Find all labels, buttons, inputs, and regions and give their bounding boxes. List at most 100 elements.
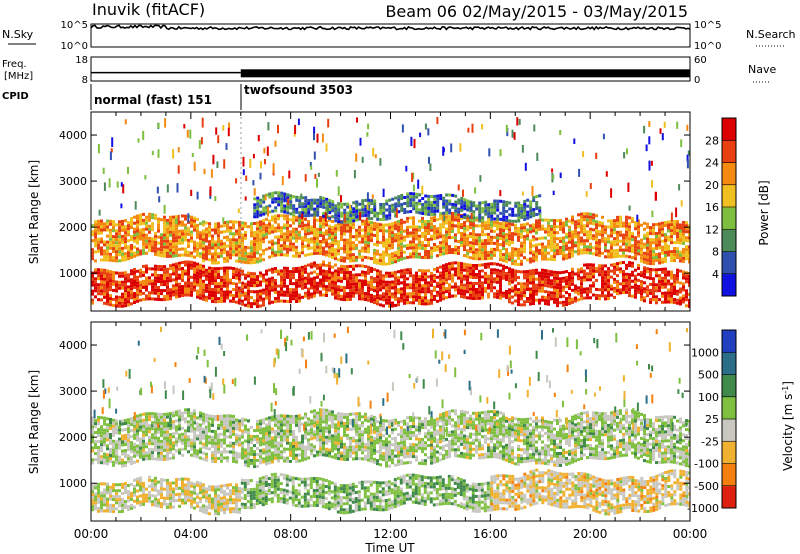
power-cell [106, 302, 109, 306]
power-cell [439, 277, 442, 281]
power-cell [154, 243, 157, 247]
power-cell [424, 200, 428, 204]
power-cell [304, 199, 308, 203]
power-cell [682, 238, 685, 242]
power-cell [682, 282, 685, 286]
power-cell [514, 232, 517, 236]
power-cell [295, 297, 298, 300]
power-cell [172, 272, 175, 276]
power-cell [331, 253, 334, 256]
power-cell [241, 260, 244, 264]
power-cell [607, 249, 610, 253]
power-cell [352, 241, 355, 245]
power-cell [145, 215, 148, 219]
power-cell [553, 222, 556, 226]
power-cell [337, 222, 340, 226]
power-cell [370, 224, 373, 228]
power-cell [91, 257, 94, 261]
power-cell [145, 294, 148, 298]
velocity-cell [100, 416, 103, 420]
power-cell [271, 194, 275, 198]
power-cell [481, 239, 484, 243]
power-cell [583, 215, 586, 219]
power-cell [244, 196, 247, 201]
power-cell [643, 254, 646, 258]
power-cell [499, 287, 502, 291]
power-cell [211, 246, 214, 250]
power-cell [103, 249, 106, 253]
power-cell [508, 237, 511, 241]
power-cell [499, 217, 503, 221]
power-cell [211, 255, 214, 259]
power-cell [445, 287, 448, 291]
power-cell [355, 246, 358, 250]
power-cell [166, 233, 169, 237]
power-cell [124, 228, 127, 232]
power-cell [487, 280, 490, 284]
power-cell [445, 211, 449, 215]
power-cell [208, 278, 211, 282]
power-cell [538, 301, 541, 305]
power-cell [367, 207, 371, 211]
power-cell [487, 253, 490, 257]
power-cell [580, 285, 583, 289]
power-cell [259, 247, 262, 251]
power-cell [487, 209, 491, 213]
power-cell [403, 229, 406, 233]
power-cell [103, 225, 106, 229]
power-cell [382, 250, 385, 254]
power-cell [169, 267, 172, 271]
power-cell [286, 253, 289, 257]
power-cell [640, 292, 643, 296]
power-cell [316, 178, 318, 188]
power-cell [604, 285, 607, 289]
power-cell [289, 297, 292, 301]
power-cell [310, 295, 313, 299]
power-cell [514, 284, 517, 288]
power-cell [466, 219, 469, 223]
power-cell [637, 278, 640, 282]
power-cell [475, 264, 478, 267]
power-cell [634, 274, 637, 278]
power-cell [571, 230, 574, 234]
power-cell [505, 278, 508, 281]
power-cell [424, 281, 427, 285]
power-cell [229, 293, 232, 297]
power-cell [466, 263, 469, 267]
power-cell [661, 294, 664, 298]
power-cell [436, 266, 439, 270]
power-cell [394, 224, 397, 228]
power-cell [244, 245, 247, 249]
power-cell [216, 161, 219, 169]
power-cell [496, 277, 499, 281]
power-cell [184, 287, 187, 291]
power-cell [127, 166, 129, 174]
power-cell [553, 297, 556, 301]
power-cell [169, 218, 172, 222]
power-cell [106, 269, 109, 273]
power-cell [382, 304, 385, 308]
power-cell [550, 254, 553, 258]
power-cell [364, 298, 367, 301]
power-cell [349, 273, 352, 277]
power-cell [406, 301, 409, 305]
power-cell [301, 196, 305, 200]
power-cell [220, 251, 223, 255]
power-cell [589, 287, 592, 291]
power-cell [346, 214, 350, 218]
power-cell [622, 261, 625, 264]
power-cell [193, 219, 196, 223]
power-cell [325, 294, 328, 297]
power-cell [274, 197, 278, 201]
power-cell [382, 259, 385, 263]
power-cell [517, 270, 520, 274]
power-cell [346, 274, 349, 278]
power-cell [472, 282, 475, 285]
power-cell [430, 274, 433, 278]
power-cell [409, 255, 412, 259]
power-cell [376, 299, 379, 303]
power-cell [627, 182, 630, 192]
power-cell [208, 269, 211, 273]
power-cell [319, 269, 322, 273]
power-cell [118, 259, 121, 263]
